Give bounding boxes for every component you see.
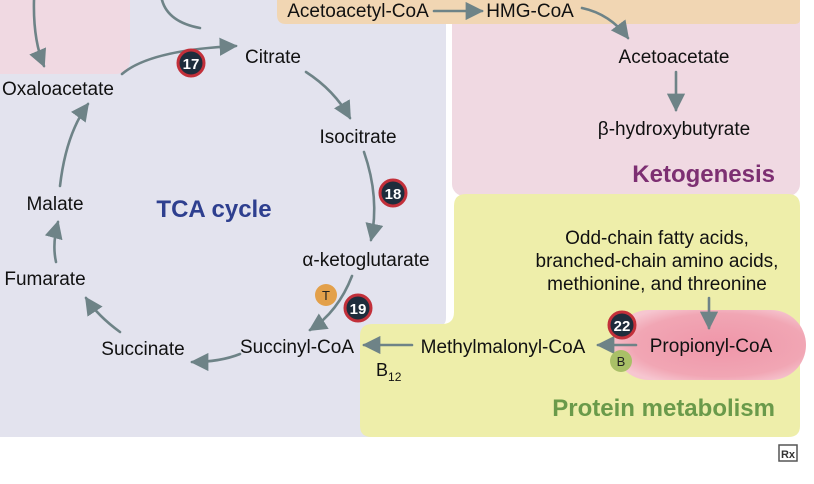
oxaloacetate-label: Oxaloacetate xyxy=(2,79,114,100)
arrow-malate-oxaloacetate xyxy=(58,102,90,188)
pink-corner-topleft xyxy=(0,0,130,74)
alpha-ketoglutarate-label: α-ketoglutarate xyxy=(302,250,429,271)
arrow-fumarate-malate xyxy=(44,220,63,264)
rx-logo-text: Rx xyxy=(781,449,796,461)
top-pathway-box xyxy=(277,0,800,24)
acetoacetyl-coa-label: Acetoacetyl-CoA xyxy=(287,1,429,22)
source-line-2: branched-chain amino acids, xyxy=(536,251,779,272)
step-17-badge: 17 xyxy=(176,48,206,78)
step-19-badge: 19 xyxy=(343,293,373,323)
source-line-3: methionine, and threonine xyxy=(547,274,767,295)
step-22-label: 22 xyxy=(614,318,631,335)
thiamine-badge: T xyxy=(315,284,337,306)
vitamin-b12-label: B12 xyxy=(376,360,402,384)
arrow-top-curve xyxy=(160,0,202,30)
biotin-badge: B xyxy=(610,350,632,372)
ketogenesis-title: Ketogenesis xyxy=(632,161,775,188)
biotin-badge-label: B xyxy=(617,354,626,369)
b12-base: B xyxy=(376,360,388,380)
citrate-label: Citrate xyxy=(245,47,301,68)
methylmalonyl-coa-label: Methylmalonyl-CoA xyxy=(421,337,586,358)
succinate-label: Succinate xyxy=(101,339,184,360)
propionyl-highlight xyxy=(614,310,806,380)
arrow-oxaloacetate-citrate xyxy=(120,37,238,76)
arrow-isocitrate-akg xyxy=(362,150,384,242)
acetoacetate-label: Acetoacetate xyxy=(619,47,730,68)
hmg-coa-label: HMG-CoA xyxy=(486,1,574,22)
arrow-akg-succinylcoa xyxy=(308,274,354,332)
tca-cycle-title: TCA cycle xyxy=(156,196,271,223)
isocitrate-label: Isocitrate xyxy=(319,127,396,148)
source-line-1: Odd-chain fatty acids, xyxy=(565,228,749,249)
propionyl-coa-label: Propionyl-CoA xyxy=(650,336,773,357)
arrow-into-oxaloacetate xyxy=(29,0,47,68)
thiamine-badge-label: T xyxy=(322,288,330,303)
step-18-label: 18 xyxy=(385,186,402,203)
ketogenesis-region xyxy=(452,6,800,196)
step-22-badge: 22 xyxy=(607,310,637,340)
rx-logo: Rx xyxy=(778,444,798,462)
b12-subscript: 12 xyxy=(388,370,402,384)
arrow-succinylcoa-succinate xyxy=(190,352,242,372)
protein-metabolism-title: Protein metabolism xyxy=(552,395,775,422)
arrow-citrate-isocitrate xyxy=(304,70,352,120)
step-18-badge: 18 xyxy=(378,178,408,208)
succinyl-coa-label: Succinyl-CoA xyxy=(240,337,354,358)
malate-label: Malate xyxy=(26,194,83,215)
step-19-label: 19 xyxy=(350,301,367,318)
fumarate-label: Fumarate xyxy=(4,269,85,290)
tca-region-lower xyxy=(0,320,380,437)
step-17-label: 17 xyxy=(183,56,200,73)
arrow-hmgcoa-acetoacetate xyxy=(580,6,630,40)
tca-region xyxy=(0,0,446,326)
beta-hydroxybutyrate-label: β-hydroxybutyrate xyxy=(598,119,750,140)
arrow-succinate-fumarate xyxy=(84,296,122,334)
